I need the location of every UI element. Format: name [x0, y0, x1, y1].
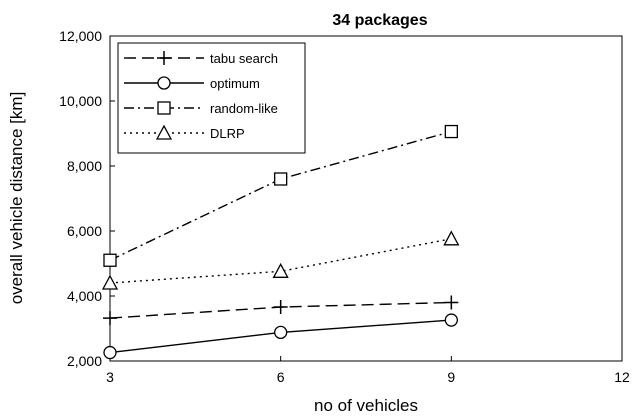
plot-area	[109, 35, 623, 362]
legend-dlrp-point-0	[155, 124, 173, 140]
legend-tabu-search-point-0	[157, 51, 171, 65]
series-dlrp	[101, 230, 460, 290]
chart-title: 34 packages	[332, 12, 427, 29]
legend-label-optimum: optimum	[210, 76, 260, 91]
legend-item-tabu-search: tabu search	[124, 51, 278, 66]
y-tick-label: 4,000	[67, 288, 102, 304]
y-tick-label: 8,000	[67, 158, 102, 174]
legend-item-optimum: optimum	[124, 76, 260, 91]
dlrp-point-1	[272, 262, 289, 278]
optimum-point-0	[103, 345, 117, 360]
series-random-like	[103, 124, 458, 267]
y-tick-label: 12,000	[59, 28, 102, 44]
x-axis-title: no of vehicles	[314, 396, 418, 415]
x-axis: 3 6 9 12	[106, 356, 630, 385]
y-tick-label: 2,000	[67, 353, 102, 369]
tabu-search-point-1	[273, 300, 288, 315]
legend-optimum-point-0	[157, 76, 171, 90]
legend-label-dlrp: DLRP	[210, 126, 245, 141]
series-optimum	[103, 313, 458, 360]
random-like-point-1	[274, 172, 288, 186]
legend-item-random-like: random-like	[124, 101, 278, 116]
x-tick-label: 12	[614, 369, 630, 385]
legend-random-like-point-0	[157, 101, 171, 115]
random-like-point-0	[103, 253, 117, 267]
legend: tabu search optimum random-like DLRP	[117, 42, 306, 154]
series-tabu-search	[103, 295, 459, 326]
dlrp-point-0	[101, 274, 119, 290]
legend-label-tabu-search: tabu search	[210, 51, 278, 66]
series-layer	[101, 124, 460, 360]
x-tick-label: 3	[106, 369, 114, 385]
y-axis-title: overall vehicle distance [km]	[7, 92, 26, 305]
y-tick-label: 6,000	[67, 223, 102, 239]
random-like-point-2	[444, 124, 458, 139]
x-tick-label: 6	[277, 369, 285, 385]
tabu-search-point-0	[103, 311, 117, 326]
y-tick-label: 10,000	[59, 93, 102, 109]
legend-item-dlrp: DLRP	[124, 124, 245, 141]
tabu-search-point-2	[444, 295, 459, 310]
optimum-point-1	[274, 325, 288, 340]
x-tick-label: 9	[447, 369, 455, 385]
legend-label-random-like: random-like	[210, 101, 278, 116]
dlrp-point-2	[443, 230, 460, 246]
optimum-point-2	[444, 313, 458, 327]
legend-box	[117, 42, 306, 154]
y-axis: 2,000 4,000 6,000 8,000 10,000 12,000	[59, 28, 115, 369]
